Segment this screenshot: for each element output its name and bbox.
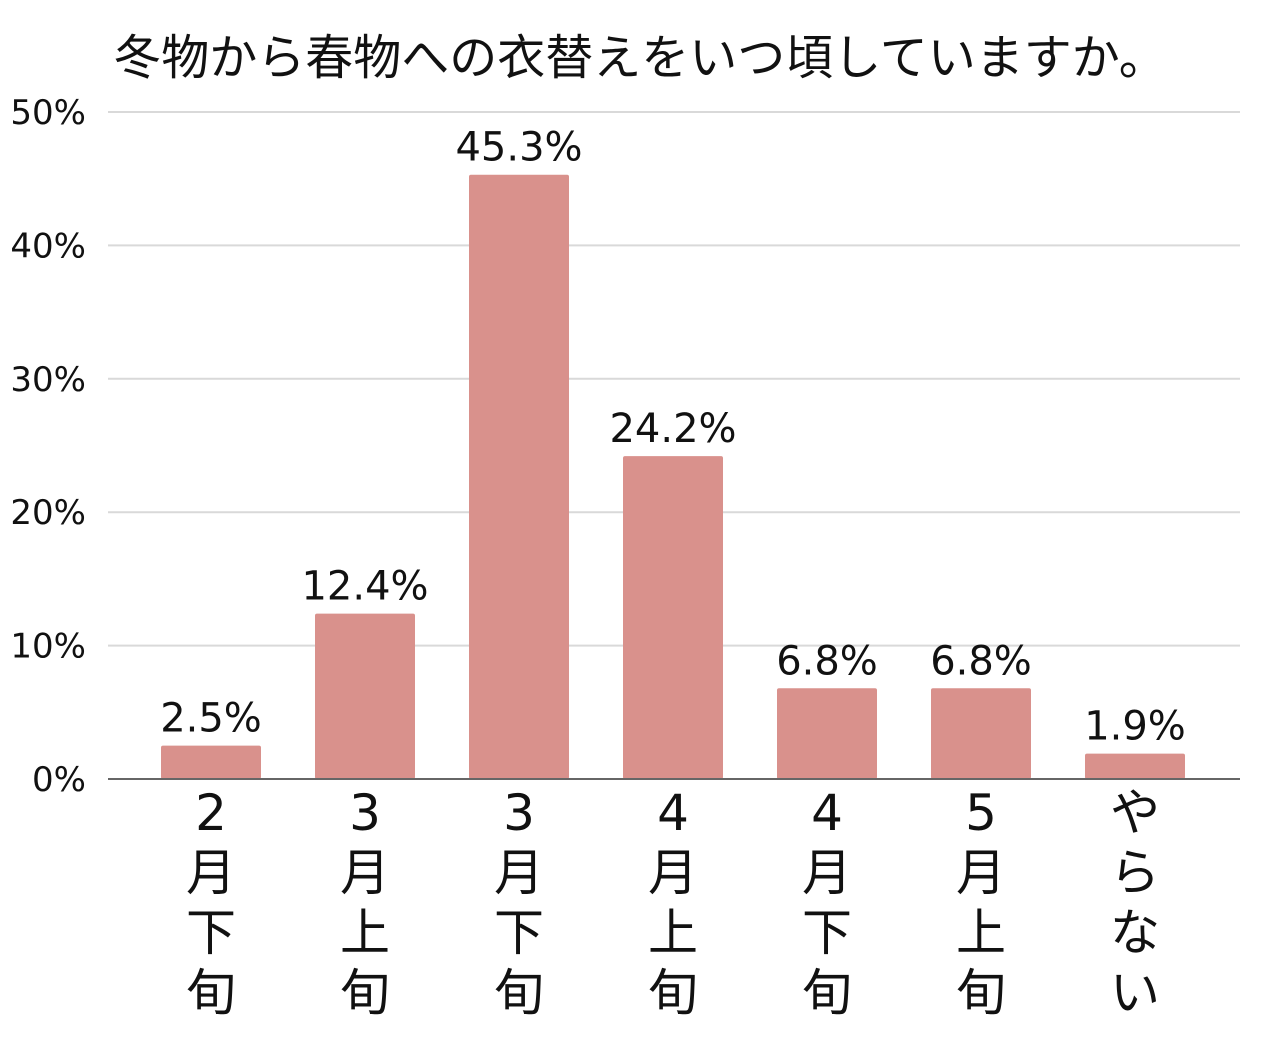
bar — [777, 688, 877, 779]
category-label: 4 月下旬 — [802, 784, 852, 1022]
bar — [469, 174, 569, 779]
category-label: 3 月上旬 — [340, 784, 390, 1022]
category-label: 5 月上旬 — [956, 784, 1006, 1022]
bar-data-labels: 2.5% 12.4% 45.3% 24.2% 6.8% 6.8% 1.9% — [160, 125, 1186, 750]
x-axis-categories: 2 月下旬 3 月上旬 3 月下旬 4 月上旬 4 月下旬 5 月上旬 やらない — [186, 784, 1160, 1022]
category-label: 4 月上旬 — [648, 784, 698, 1022]
bar-data-label: 6.8% — [930, 638, 1032, 684]
bar — [623, 456, 723, 779]
y-tick-label: 40% — [10, 226, 86, 266]
y-axis-ticks: 0% 10% 20% 30% 40% 50% — [10, 93, 86, 800]
y-tick-label: 30% — [10, 360, 86, 400]
bar-data-label: 24.2% — [609, 406, 736, 452]
bar — [931, 688, 1031, 779]
bars — [161, 174, 1185, 779]
category-label: 3 月下旬 — [494, 784, 544, 1022]
category-label: 2 月下旬 — [186, 784, 236, 1022]
y-tick-label: 50% — [10, 93, 86, 133]
bar — [315, 613, 415, 779]
category-label: やらない — [1110, 784, 1160, 1022]
bar-data-label: 12.4% — [301, 564, 428, 610]
bar-data-label: 2.5% — [160, 696, 262, 742]
chart-title: 冬物から春物への衣替えをいつ頃していますか。 — [113, 30, 1167, 86]
bar-data-label: 1.9% — [1084, 704, 1186, 750]
y-tick-label: 0% — [32, 760, 86, 800]
y-tick-label: 20% — [10, 493, 86, 533]
bar — [161, 745, 261, 779]
bar-data-label: 6.8% — [776, 638, 878, 684]
y-tick-label: 10% — [10, 627, 86, 667]
bar — [1085, 753, 1185, 779]
bar-data-label: 45.3% — [455, 125, 582, 171]
